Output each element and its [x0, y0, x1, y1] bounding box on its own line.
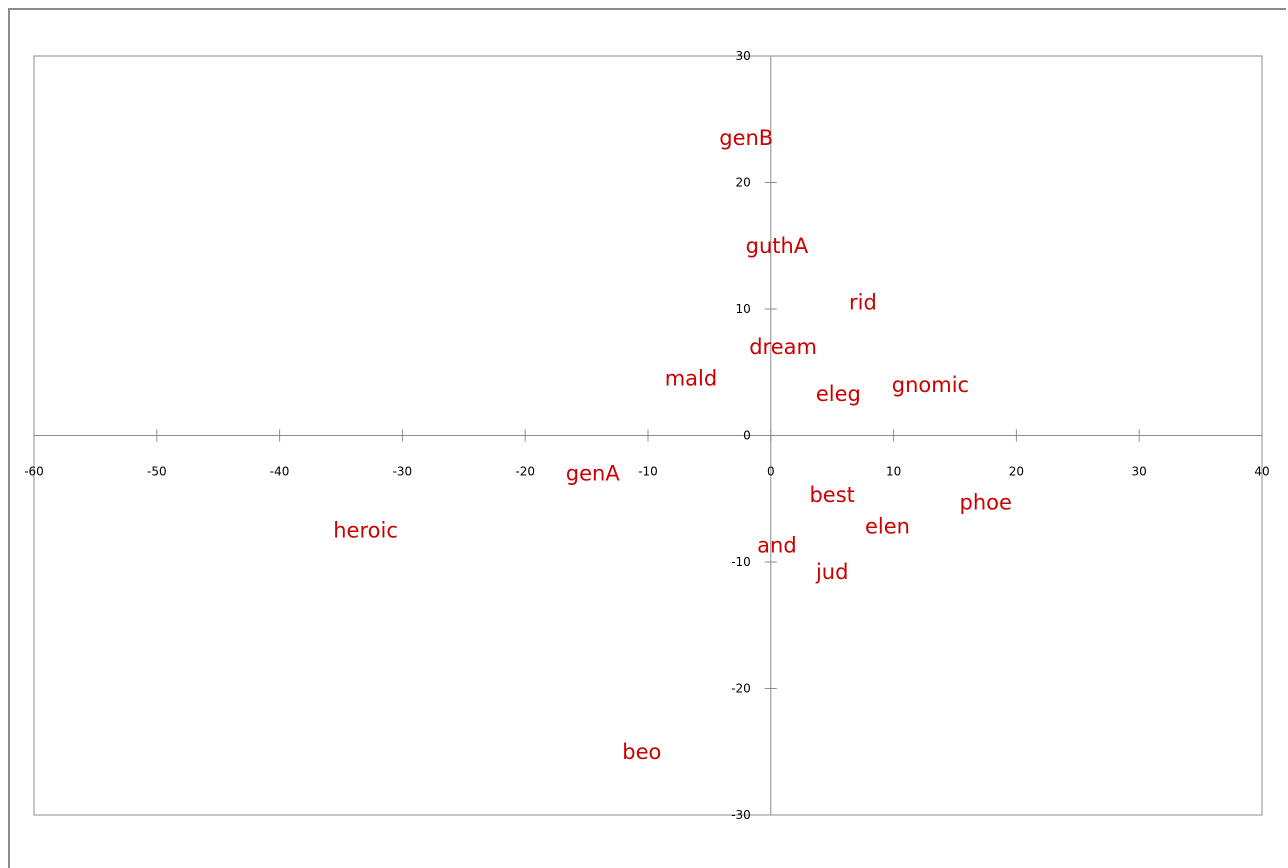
point-label-dream: dream	[749, 335, 817, 359]
scatter-chart: -60 -50 -40 -30 -20 -10 0 10 20 30 40 -30 -20 -10 0 10 2…	[24, 49, 1269, 822]
y-tick-label: -30	[731, 808, 751, 822]
y-tick-label: -20	[731, 682, 751, 696]
x-tick-label: -60	[24, 465, 44, 479]
point-label-jud: jud	[815, 560, 848, 584]
y-tick-label: 10	[736, 302, 751, 316]
x-tick-label: 0	[767, 465, 775, 479]
point-label-rid: rid	[849, 291, 877, 315]
y-tick-label: 0	[743, 429, 751, 443]
point-labels: genB guthA rid dream mald eleg gnomic genA best p…	[333, 126, 1012, 764]
point-label-genB: genB	[719, 126, 773, 150]
x-tick-label: 10	[886, 465, 901, 479]
point-label-heroic: heroic	[333, 518, 398, 542]
point-label-genA: genA	[566, 461, 621, 485]
x-tick-label: -40	[270, 465, 290, 479]
y-tick-label: 20	[736, 176, 751, 190]
x-tick-label: -50	[147, 465, 167, 479]
point-label-phoe: phoe	[959, 491, 1011, 515]
point-label-elen: elen	[865, 515, 910, 539]
point-label-mald: mald	[665, 367, 718, 391]
x-tick-label: 30	[1132, 465, 1147, 479]
point-label-guthA: guthA	[746, 234, 809, 258]
point-label-eleg: eleg	[816, 382, 861, 406]
x-tick-label: -20	[515, 465, 535, 479]
point-label-best: best	[809, 483, 854, 507]
ticks: -60 -50 -40 -30 -20 -10 0 10 20 30 40 -30 -20 -10 0 10 2…	[24, 49, 1269, 822]
y-tick-label: -10	[731, 555, 751, 569]
x-tick-label: 20	[1009, 465, 1024, 479]
y-tick-label: 30	[736, 49, 751, 63]
x-tick-label: 40	[1254, 465, 1269, 479]
chart-frame	[8, 8, 1286, 868]
x-tick-label: -30	[393, 465, 413, 479]
point-label-and: and	[757, 534, 797, 558]
point-label-beo: beo	[622, 740, 661, 764]
x-tick-label: -10	[638, 465, 658, 479]
point-label-gnomic: gnomic	[892, 373, 969, 397]
